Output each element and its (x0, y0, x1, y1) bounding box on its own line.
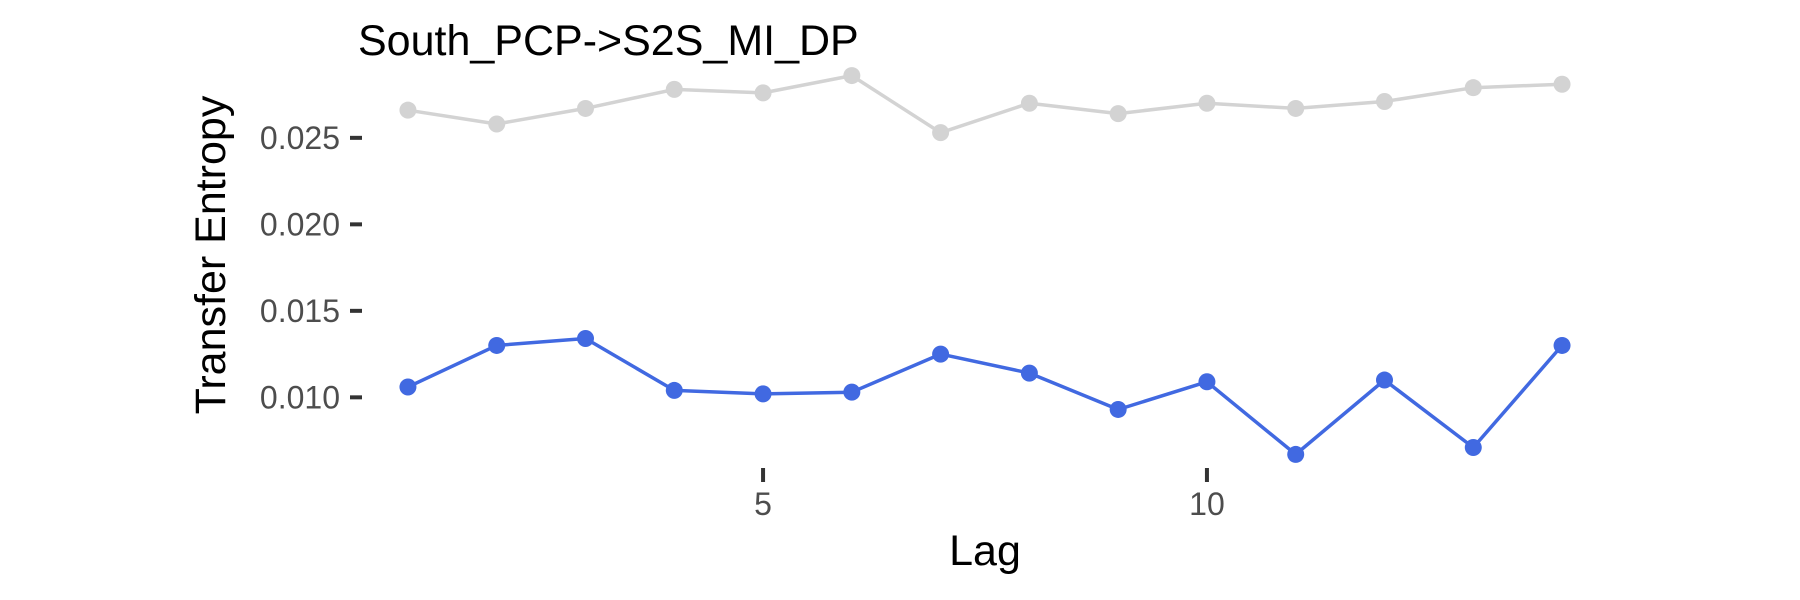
chart-title: South_PCP->S2S_MI_DP (358, 17, 859, 65)
data-point (1464, 439, 1482, 457)
data-point (1553, 75, 1571, 93)
data-point (488, 336, 506, 354)
series-layer (399, 67, 1571, 463)
data-point (577, 99, 595, 117)
data-point (399, 378, 417, 396)
data-point (843, 383, 861, 401)
series-2 (399, 330, 1571, 463)
x-axis: 5 10 (754, 468, 1225, 522)
data-point (488, 115, 506, 133)
data-point (1287, 99, 1305, 117)
series-line (406, 73, 1564, 135)
y-axis-title: Transfer Entropy (187, 95, 235, 414)
data-point (1198, 373, 1216, 391)
y-tick-label: 0.015 (260, 293, 340, 329)
data-point (754, 84, 772, 102)
data-point (1287, 445, 1305, 463)
data-point (1464, 79, 1482, 97)
data-point (754, 385, 772, 403)
data-point (1553, 336, 1571, 354)
series-line (406, 336, 1564, 457)
data-point (665, 381, 683, 399)
data-point (1375, 371, 1393, 389)
data-point (665, 80, 683, 98)
x-tick-label: 5 (754, 486, 772, 522)
data-point (932, 124, 950, 142)
data-point (1109, 105, 1127, 123)
data-point (1020, 364, 1038, 382)
data-point (1109, 400, 1127, 418)
data-point (399, 101, 417, 119)
data-point (577, 330, 595, 348)
data-point (1020, 94, 1038, 112)
y-tick-label: 0.020 (260, 206, 340, 242)
data-point (1198, 94, 1216, 112)
y-axis: 0.010 0.015 0.020 0.025 (260, 120, 362, 415)
y-tick-label: 0.025 (260, 120, 340, 156)
data-point (932, 345, 950, 363)
data-point (843, 67, 861, 85)
x-tick-label: 10 (1189, 486, 1225, 522)
x-axis-title: Lag (949, 527, 1021, 575)
y-tick-label: 0.010 (260, 379, 340, 415)
series-1 (399, 67, 1571, 142)
data-point (1375, 93, 1393, 111)
